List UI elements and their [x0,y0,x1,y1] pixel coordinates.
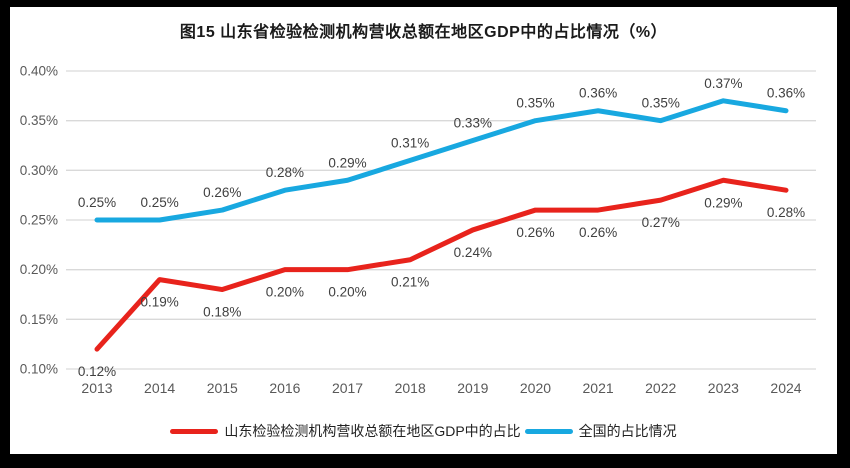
data-label: 0.28% [767,205,805,220]
x-tick-label: 2021 [583,380,614,396]
x-tick-label: 2017 [332,380,363,396]
data-label: 0.27% [642,215,680,230]
legend-item-shandong: 山东检验检测机构营收总额在地区GDP中的占比 [170,421,521,441]
x-tick-label: 2019 [457,380,488,396]
y-tick-label: 0.40% [20,64,58,79]
x-tick-label: 2015 [207,380,238,396]
data-label: 0.25% [78,195,116,210]
data-label: 0.29% [328,155,366,170]
legend-label-national: 全国的占比情况 [578,423,677,439]
data-label: 0.19% [140,295,178,310]
series-line-national [94,98,789,223]
data-label: 0.25% [140,195,178,210]
data-label: 0.36% [767,86,805,101]
legend-swatch-shandong-line [170,428,219,434]
data-label: 0.28% [266,165,304,180]
chart-canvas: 0.10% 0.15% 0.20% 0.25% 0.30% 0.35% 0.40% 2013 2… [20,64,816,396]
data-label: 0.20% [266,285,304,300]
data-label: 0.36% [579,86,617,101]
data-label: 0.21% [391,275,429,290]
x-tick-label: 2018 [395,380,426,396]
chart-title: 图15 山东省检验检测机构营收总额在地区GDP中的占比情况（%） [179,24,668,41]
y-tick-label: 0.30% [20,163,58,178]
data-label: 0.33% [454,116,492,131]
chart-area: 0.10% 0.15% 0.20% 0.25% 0.30% 0.35% 0.40% 2013 2… [10,7,837,454]
y-tick-label: 0.20% [20,262,58,277]
data-label: 0.24% [454,245,492,260]
series-line-shandong [94,177,789,352]
data-label: 0.29% [704,195,742,210]
data-label: 0.35% [642,96,680,111]
data-label: 0.12% [78,364,116,379]
data-label: 0.37% [704,76,742,91]
data-label: 0.26% [203,185,241,200]
x-tick-label: 2016 [269,380,300,396]
data-label: 0.18% [203,305,241,320]
x-tick-label: 2022 [645,380,676,396]
x-tick-label: 2014 [144,380,175,396]
legend-swatch-national-line [524,428,573,434]
y-tick-label: 0.10% [20,362,58,377]
x-tick-label: 2024 [770,380,801,396]
y-tick-label: 0.25% [20,213,58,228]
data-label: 0.26% [516,225,554,240]
legend-item-national: 全国的占比情况 [524,421,677,441]
data-label: 0.31% [391,135,429,150]
data-label: 0.20% [328,285,366,300]
data-label: 0.26% [579,225,617,240]
x-tick-label: 2013 [81,380,112,396]
x-tick-label: 2020 [520,380,551,396]
y-tick-label: 0.35% [20,113,58,128]
x-tick-label: 2023 [708,380,739,396]
chart-legend: 山东检验检测机构营收总额在地区GDP中的占比 全国的占比情况 [10,421,837,441]
y-tick-label: 0.15% [20,312,58,327]
data-label: 0.35% [516,96,554,111]
legend-label-shandong: 山东检验检测机构营收总额在地区GDP中的占比 [224,423,521,439]
